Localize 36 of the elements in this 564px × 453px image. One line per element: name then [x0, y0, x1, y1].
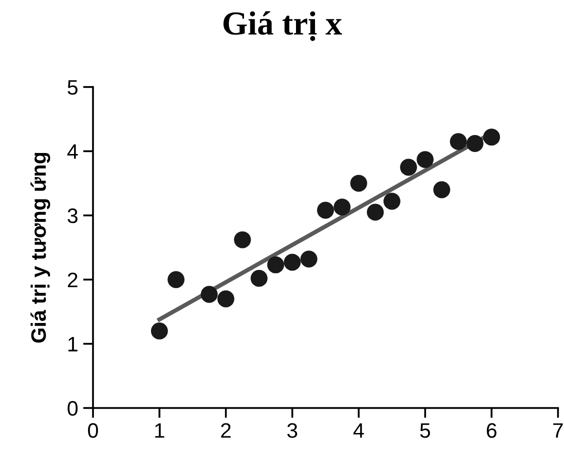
x-tick-label: 0 — [88, 423, 98, 438]
point — [317, 202, 334, 219]
point — [284, 254, 301, 271]
y-tick-label: 2 — [68, 272, 78, 288]
y-axis-title: Giá trị y tương ứng — [30, 152, 50, 343]
point — [433, 181, 450, 198]
x-tick-label: 7 — [553, 423, 563, 438]
x-tick-label: 4 — [353, 423, 364, 438]
point — [267, 256, 284, 274]
y-tick-label: 4 — [67, 144, 78, 159]
point — [466, 135, 484, 152]
y-tick-label: 1 — [68, 337, 78, 352]
point — [400, 158, 418, 176]
point — [200, 286, 218, 303]
point — [250, 270, 268, 287]
point — [217, 290, 234, 308]
x-tick-label: 5 — [420, 423, 430, 438]
point — [234, 231, 251, 248]
point — [334, 198, 351, 216]
y-tick-label: 0 — [68, 401, 78, 416]
point — [450, 133, 467, 150]
point — [366, 204, 384, 221]
point — [168, 271, 185, 288]
point — [350, 174, 368, 192]
x-tick-label: 1 — [155, 423, 164, 438]
chart-title: Giá trị x — [223, 11, 342, 41]
point — [416, 151, 434, 168]
x-tick-label: 2 — [221, 423, 231, 438]
y-tick-label: 5 — [68, 80, 78, 95]
point — [483, 128, 500, 146]
point — [150, 322, 168, 340]
point — [300, 250, 318, 268]
x-tick-label: 3 — [287, 423, 298, 438]
y-tick-label: 3 — [68, 208, 78, 224]
point — [383, 192, 400, 210]
x-tick-label: 6 — [486, 423, 496, 438]
